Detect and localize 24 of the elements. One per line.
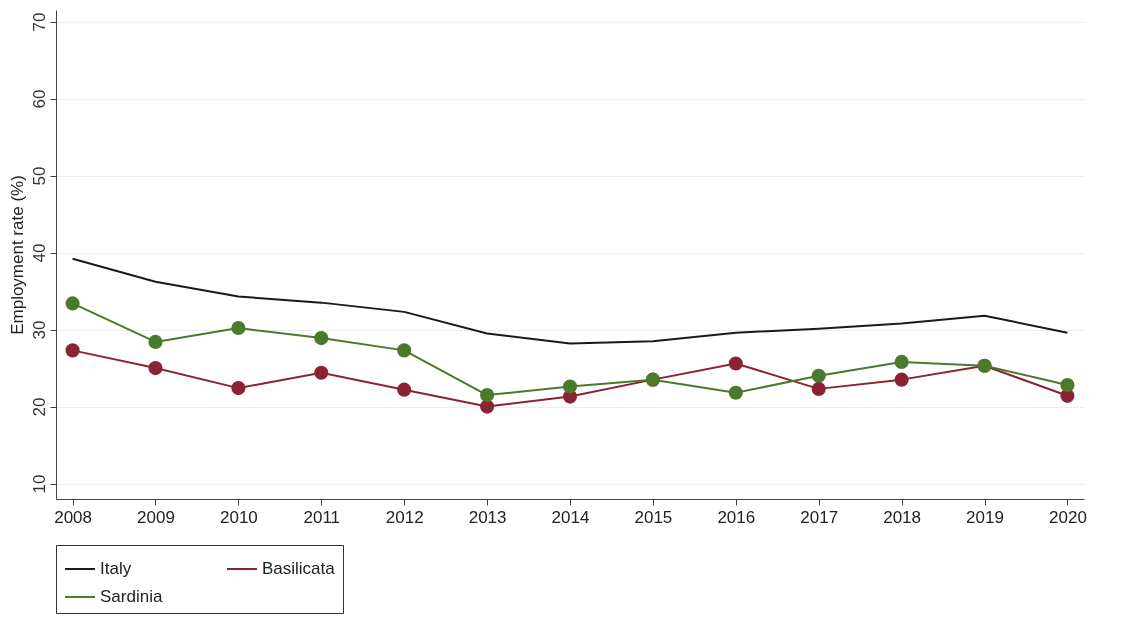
x-tick-label: 2014 xyxy=(551,507,590,527)
y-tick-label: 40 xyxy=(29,243,49,263)
x-tick-label: 2018 xyxy=(883,507,922,527)
x-tick-label: 2010 xyxy=(219,507,258,527)
x-tick-label: 2020 xyxy=(1049,507,1087,527)
x-tick-label: 2017 xyxy=(800,507,839,527)
x-tick-label: 2008 xyxy=(54,507,92,527)
x-tick-label: 2015 xyxy=(634,507,673,527)
x-tick-label: 2009 xyxy=(137,507,175,527)
x-tick-label: 2013 xyxy=(468,507,507,527)
y-tick-label: 50 xyxy=(29,166,49,186)
x-tick-label: 2011 xyxy=(303,507,341,527)
x-tick-label: 2019 xyxy=(966,507,1004,527)
y-tick-label: 70 xyxy=(29,12,49,32)
y-tick-label: 10 xyxy=(29,474,49,494)
legend-label: Sardinia xyxy=(100,587,163,606)
x-tick-label: 2012 xyxy=(385,507,424,527)
y-tick-label: 60 xyxy=(29,89,49,109)
y-tick-label: 30 xyxy=(29,320,49,340)
y-tick-label: 20 xyxy=(29,397,49,417)
legend-label: Basilicata xyxy=(262,559,336,578)
legend-label: Italy xyxy=(100,559,132,578)
y-axis-title: Employment rate (%) xyxy=(7,175,27,335)
x-tick-label: 2016 xyxy=(717,507,756,527)
